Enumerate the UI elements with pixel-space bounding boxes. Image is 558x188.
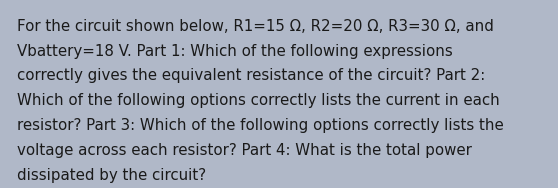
Text: dissipated by the circuit?: dissipated by the circuit?: [17, 168, 206, 183]
Text: voltage across each resistor? Part 4: What is the total power: voltage across each resistor? Part 4: Wh…: [17, 143, 472, 158]
Text: Which of the following options correctly lists the current in each: Which of the following options correctly…: [17, 93, 499, 108]
Text: correctly gives the equivalent resistance of the circuit? Part 2:: correctly gives the equivalent resistanc…: [17, 68, 485, 83]
Text: For the circuit shown below, R1=15 Ω, R2=20 Ω, R3=30 Ω, and: For the circuit shown below, R1=15 Ω, R2…: [17, 19, 494, 34]
Text: Vbattery=18 V. Part 1: Which of the following expressions: Vbattery=18 V. Part 1: Which of the foll…: [17, 44, 453, 59]
Text: resistor? Part 3: Which of the following options correctly lists the: resistor? Part 3: Which of the following…: [17, 118, 503, 133]
